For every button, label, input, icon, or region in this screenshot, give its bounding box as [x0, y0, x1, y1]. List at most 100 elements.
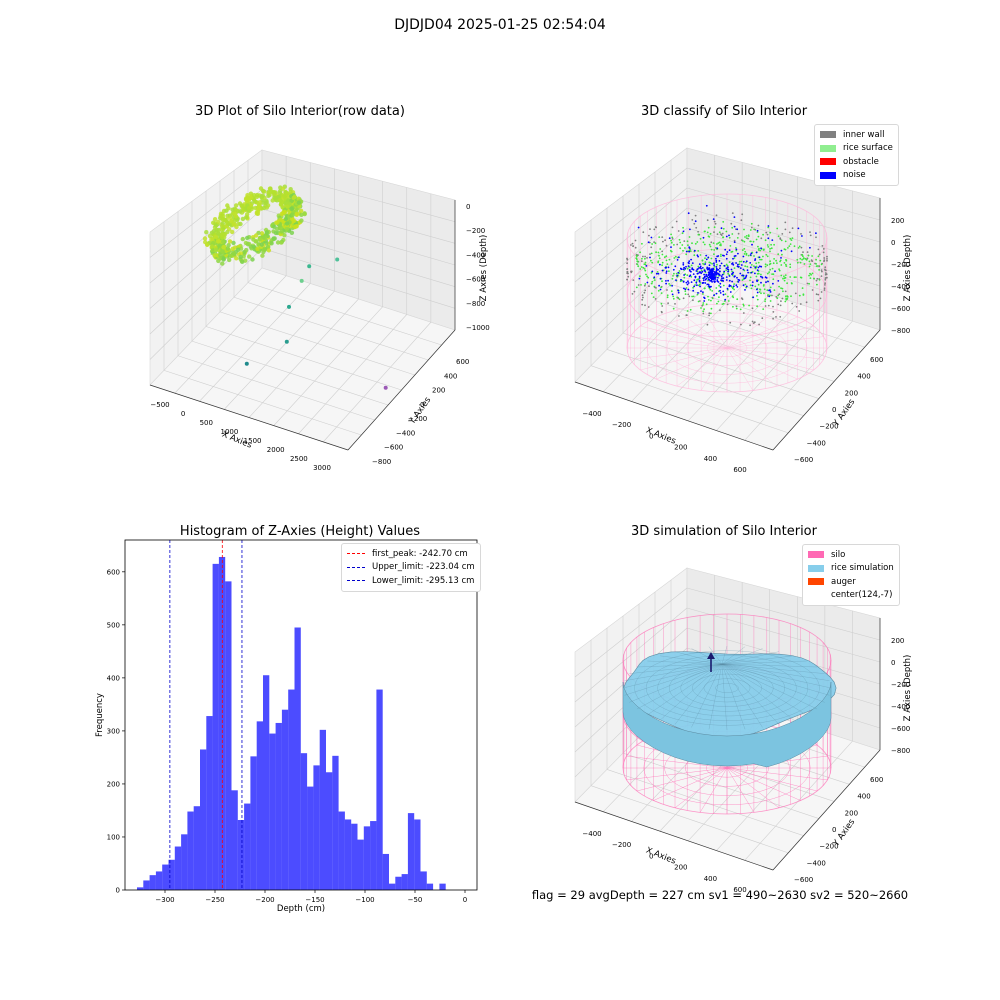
noise-point — [721, 273, 724, 276]
rice-surface-point — [782, 277, 784, 280]
inner-wall-point — [695, 226, 698, 229]
raw-point — [218, 253, 223, 258]
rice-surface-point — [772, 278, 775, 281]
rice-surface-point — [690, 276, 693, 278]
rice-surface-point — [735, 307, 738, 310]
silo-floor-spoke — [726, 325, 814, 349]
inner-wall-point — [691, 219, 694, 221]
floor-grid-line — [177, 355, 375, 421]
inner-wall-point — [640, 260, 643, 263]
wall-grid-line — [686, 187, 881, 243]
x-tick-label: −500 — [150, 401, 169, 409]
silo-floor-spoke — [640, 347, 728, 371]
histogram-bar — [414, 819, 421, 890]
legend-label: inner wall — [843, 129, 885, 140]
inner-wall-point — [788, 231, 791, 234]
noise-point — [657, 272, 660, 275]
wall-grid-line — [574, 247, 688, 358]
rice-surface-point — [767, 294, 769, 296]
raw-point — [232, 211, 237, 216]
z-tick-label: −800 — [891, 327, 910, 335]
noise-point — [765, 281, 767, 284]
rice-surface-point — [764, 263, 767, 266]
wall-grid-line — [149, 169, 263, 258]
noise-point — [715, 257, 717, 260]
raw-point — [221, 256, 226, 261]
rice-surface-point — [703, 308, 705, 311]
x-tick-label: 600 — [733, 466, 746, 474]
surface-mesh-line — [708, 663, 723, 730]
rice-surface-point — [757, 272, 760, 275]
noise-point — [675, 279, 677, 281]
rice-surface-point — [731, 287, 734, 290]
rice-surface-point — [673, 257, 676, 259]
rice-surface-point — [784, 248, 787, 251]
inner-wall-point — [666, 289, 668, 291]
y-tick-label: 0 — [420, 401, 424, 409]
raw-point — [272, 236, 277, 241]
y-tick-label: −200 — [408, 415, 427, 423]
rice-surface-point — [724, 300, 726, 302]
inner-wall-point — [664, 239, 666, 242]
noise-point — [665, 280, 667, 282]
noise-point — [723, 270, 726, 273]
noise-point — [706, 267, 708, 270]
histogram-bar — [326, 772, 333, 890]
noise-point — [671, 284, 673, 287]
rice-surface-point — [755, 265, 758, 268]
noise-point — [739, 267, 742, 269]
surface-mesh-line — [721, 663, 832, 689]
rice-surface-point — [758, 291, 761, 293]
rice-surface-point — [697, 278, 700, 281]
rice-surface-point — [710, 257, 713, 260]
surface-mesh-line — [721, 663, 794, 721]
noise-point — [725, 279, 728, 281]
noise-point — [694, 275, 697, 278]
noise-point — [722, 290, 725, 293]
y-tick-label: 300 — [107, 727, 120, 735]
raw-point — [276, 194, 282, 200]
rice-surface-point — [653, 285, 656, 288]
rice-surface-point — [775, 259, 777, 262]
noise-point — [725, 253, 728, 256]
inner-wall-point — [824, 266, 827, 269]
legend-item-rice-surface: rice surface — [820, 142, 893, 156]
rice-surface-point — [815, 258, 817, 261]
raw-point — [269, 241, 274, 246]
x-tick-label: −50 — [408, 896, 423, 904]
noise-point — [723, 265, 726, 267]
noise-point — [756, 291, 759, 294]
surface-mesh-line — [660, 663, 723, 721]
noise-point — [708, 286, 711, 289]
y-tick-label: 0 — [116, 887, 120, 895]
noise-point — [740, 264, 743, 266]
inner-wall-point — [806, 251, 809, 254]
noise-point — [685, 250, 688, 253]
surface-mesh-line — [629, 663, 723, 674]
raw-point — [216, 231, 221, 236]
inner-wall-point — [819, 297, 822, 300]
floor-grid-line — [744, 740, 853, 861]
z-tick-label: −600 — [466, 276, 485, 284]
raw-point — [291, 218, 297, 223]
noise-point — [758, 265, 761, 268]
rice-surface-point — [820, 263, 823, 266]
rice-surface-point — [689, 308, 692, 311]
noise-point — [685, 265, 687, 268]
rice-surface-point — [766, 264, 769, 267]
raw-point — [247, 254, 252, 259]
z-tick-label: −400 — [466, 251, 485, 259]
noise-point — [638, 277, 641, 280]
rice-surface-point — [769, 286, 772, 289]
rice-surface-point — [708, 261, 711, 264]
inner-wall-point — [654, 298, 657, 300]
histogram-bar — [174, 846, 182, 890]
noise-point — [731, 280, 733, 283]
rice-surface-point — [783, 262, 786, 264]
histogram-bar — [344, 819, 352, 890]
noise-point — [733, 255, 736, 257]
rice-surface-point — [783, 277, 786, 280]
rice-surface-point — [757, 245, 759, 248]
panel4-legend: silo rice simulation auger center(124,-7… — [802, 544, 900, 606]
rice-surface-point — [660, 302, 663, 305]
